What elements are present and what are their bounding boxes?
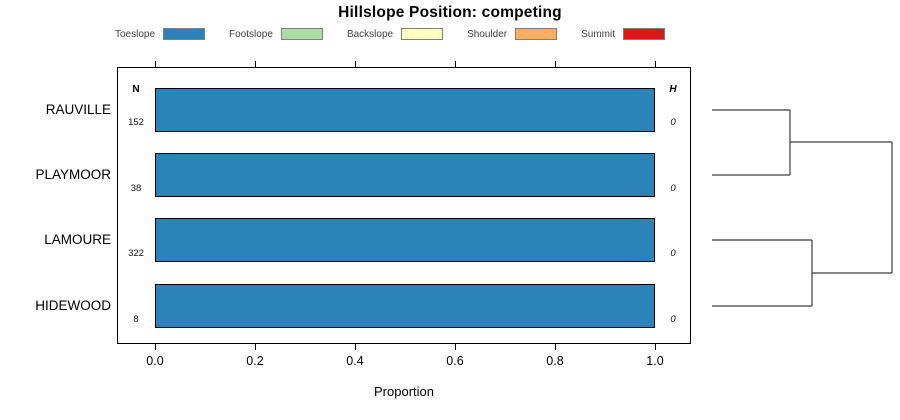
axis-tick (555, 61, 556, 67)
axis-tick-label: 0.6 (446, 354, 464, 368)
row-label-rauville: RAUVILLE (45, 102, 111, 117)
legend-swatch (280, 28, 323, 40)
axis-tick (355, 61, 356, 67)
h-column-header: H (669, 84, 677, 95)
axis-tick (655, 61, 656, 67)
row-label-lamoure: LAMOURE (44, 232, 111, 247)
h-value: 0 (670, 183, 676, 194)
legend-item-footslope: Footslope (229, 28, 323, 40)
axis-tick-label: 0.4 (346, 354, 364, 368)
bar-playmoor (155, 153, 655, 197)
axis-tick (255, 61, 256, 67)
legend-swatch (163, 28, 206, 40)
bar-track (155, 284, 655, 328)
bar-rauville (155, 88, 655, 132)
h-value: 0 (670, 314, 676, 325)
n-value: 8 (133, 314, 139, 325)
legend-swatch (515, 28, 558, 40)
axis-tick (155, 61, 156, 67)
h-value: 0 (670, 117, 676, 128)
legend-swatch (401, 28, 444, 40)
legend-label: Toeslope (114, 28, 156, 40)
bar-hidewood (155, 284, 655, 328)
h-value: 0 (670, 248, 676, 259)
legend-item-summit: Summit (581, 28, 666, 40)
legend-label: Backslope (346, 28, 394, 40)
bar-track (155, 218, 655, 262)
axis-tick (255, 344, 256, 350)
legend-item-shoulder: Shoulder (467, 28, 558, 40)
row-label-hidewood: HIDEWOOD (35, 298, 111, 313)
axis-tick (455, 61, 456, 67)
x-axis-label: Proportion (374, 384, 434, 399)
legend-swatch (623, 28, 666, 40)
legend-label: Footslope (229, 28, 273, 40)
n-column-header: N (132, 84, 140, 95)
bar-track (155, 153, 655, 197)
n-value: 322 (128, 248, 144, 259)
legend-item-toeslope: Toeslope (114, 28, 206, 40)
legend-label: Summit (581, 28, 616, 40)
n-value: 38 (130, 183, 142, 194)
bar-track (155, 88, 655, 132)
axis-tick (555, 344, 556, 350)
legend-item-backslope: Backslope (346, 28, 444, 40)
axis-tick (155, 344, 156, 350)
axis-tick-label: 0.0 (146, 354, 164, 368)
axis-tick (655, 344, 656, 350)
axis-tick-label: 0.2 (246, 354, 264, 368)
axis-tick (455, 344, 456, 350)
axis-tick (355, 344, 356, 350)
legend: Toeslope Footslope Backslope Shoulder Su… (0, 26, 780, 42)
row-label-playmoor: PLAYMOOR (35, 167, 111, 182)
n-value: 152 (128, 117, 144, 128)
legend-label: Shoulder (467, 28, 508, 40)
bar-lamoure (155, 218, 655, 262)
axis-tick-label: 1.0 (646, 354, 664, 368)
axis-tick-label: 0.8 (546, 354, 564, 368)
chart-title: Hillslope Position: competing (338, 4, 562, 21)
